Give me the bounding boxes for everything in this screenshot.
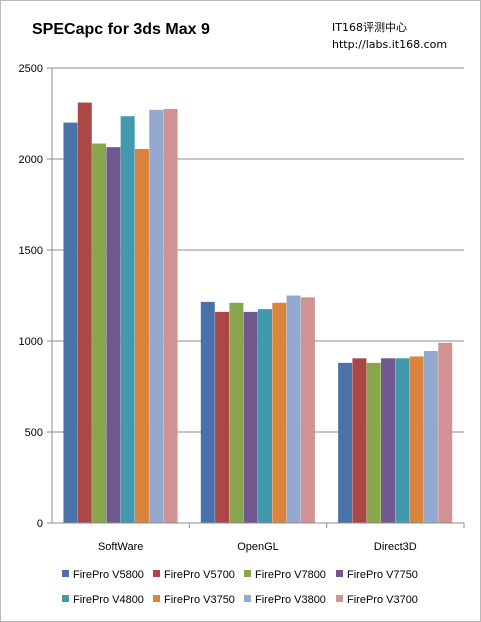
bar-firepro-v5700-software — [77, 102, 92, 523]
bar-firepro-v3800-software — [149, 109, 164, 524]
axes: 0 500 1000 1500 2000 2500 SoftWare OpenGL Direct… — [19, 63, 465, 553]
y-tick-label: 1000 — [19, 336, 43, 348]
x-tick-label: Direct3D — [374, 541, 417, 553]
bar-firepro-v4800-opengl — [258, 309, 272, 523]
bar-firepro-v3700-software — [163, 108, 178, 523]
bar-firepro-v5700-opengl — [215, 311, 230, 523]
bar-firepro-v7800-software — [92, 143, 107, 523]
legend-label: FirePro V4800 — [73, 594, 144, 606]
legend-swatch — [244, 595, 251, 602]
bar-firepro-v7800-opengl — [229, 302, 244, 523]
bar-firepro-v3700-opengl — [300, 297, 315, 523]
bar-firepro-v5800-software — [63, 122, 78, 523]
bar-firepro-v5800-opengl — [200, 301, 215, 523]
legend-swatch — [244, 570, 251, 577]
legend-label: FirePro V3800 — [255, 594, 326, 606]
bar-firepro-v3750-opengl — [272, 302, 287, 523]
y-tick-label: 2500 — [19, 63, 43, 75]
legend-swatch — [336, 570, 343, 577]
bar-firepro-v3750-software — [134, 148, 149, 524]
bar-firepro-v7750-opengl — [243, 311, 258, 523]
bar-firepro-v3800-opengl — [286, 295, 301, 523]
legend-label: FirePro V5800 — [73, 569, 144, 581]
bar-firepro-v7750-direct3d — [381, 358, 396, 523]
bar-firepro-v4800-software — [120, 116, 135, 523]
legend-swatch — [153, 595, 160, 602]
credit-line-1: IT168评测中心 — [332, 21, 407, 34]
legend-swatch — [62, 595, 69, 602]
y-tick-label: 500 — [25, 427, 43, 439]
y-tick-label: 0 — [37, 518, 43, 530]
legend-swatch — [62, 570, 69, 577]
y-tick-label: 2000 — [19, 154, 43, 166]
bar-firepro-v3700-direct3d — [438, 342, 453, 523]
legend-label: FirePro V3700 — [347, 594, 418, 606]
bar-firepro-v7750-software — [106, 147, 121, 524]
bar-firepro-v7800-direct3d — [366, 362, 381, 523]
credit-line-2: http://labs.it168.com — [332, 38, 447, 51]
legend-label: FirePro V7800 — [255, 569, 326, 581]
bar-firepro-v5700-direct3d — [352, 358, 367, 523]
bar-firepro-v3750-direct3d — [409, 356, 424, 523]
bar-firepro-v3800-direct3d — [423, 351, 438, 523]
legend-swatch — [153, 570, 160, 577]
bars — [63, 102, 453, 524]
x-tick-label: SoftWare — [98, 541, 143, 553]
legend-label: FirePro V7750 — [347, 569, 418, 581]
y-tick-label: 1500 — [19, 245, 43, 257]
bar-firepro-v4800-direct3d — [395, 358, 410, 523]
legend-label: FirePro V5700 — [164, 569, 235, 581]
x-tick-label: OpenGL — [237, 541, 279, 553]
legend-swatch — [336, 595, 343, 602]
legend-label: FirePro V3750 — [164, 594, 235, 606]
chart-title: SPECapc for 3ds Max 9 — [32, 21, 210, 38]
bar-firepro-v5800-direct3d — [338, 362, 353, 523]
legend: FirePro V5800 FirePro V5700 FirePro V7800 F… — [62, 569, 418, 606]
